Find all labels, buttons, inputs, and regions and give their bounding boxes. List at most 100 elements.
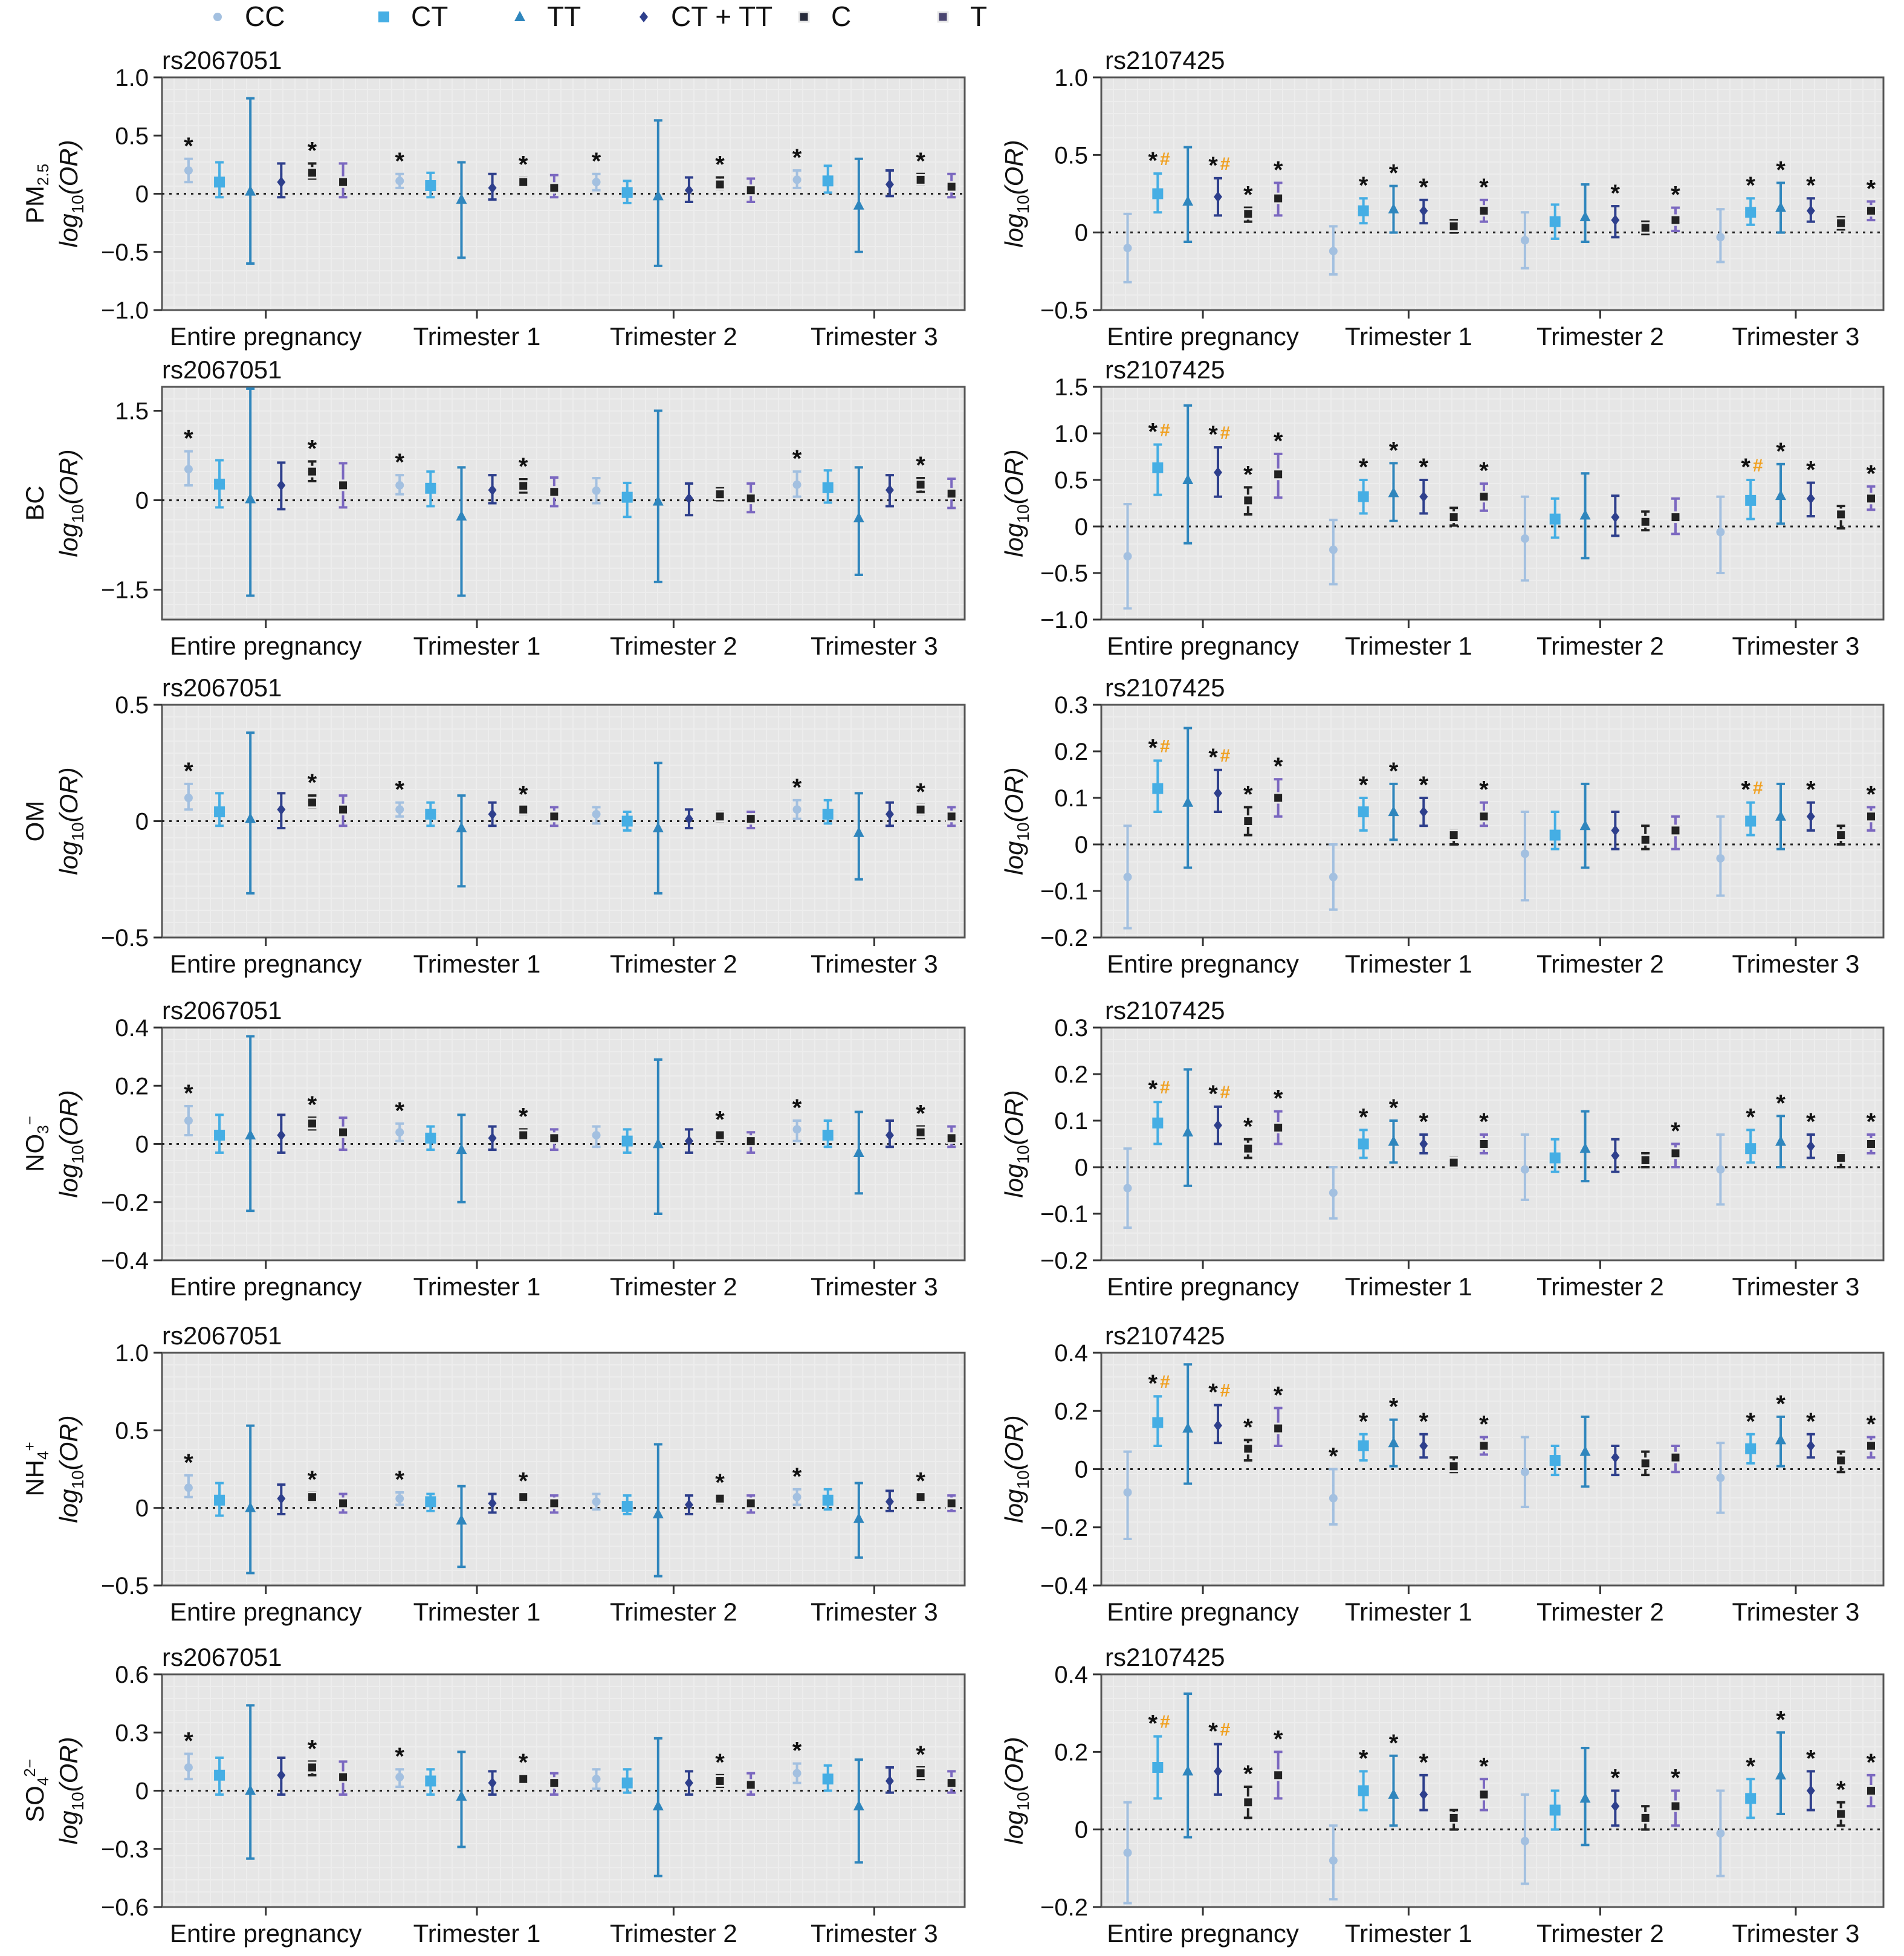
point-c <box>1448 220 1460 232</box>
y-tick-label: 0.3 <box>1054 1015 1088 1041</box>
point-tt <box>853 512 864 523</box>
panel-title: rs2067051 <box>162 1321 282 1350</box>
point-c <box>915 1126 927 1138</box>
point-cc <box>1123 1848 1132 1857</box>
point-cttt <box>1213 1766 1222 1777</box>
x-category-label: Trimester 2 <box>610 1272 737 1301</box>
point-c <box>915 479 927 491</box>
point-cttt <box>488 808 497 820</box>
row-label-sup: 2− <box>21 1759 39 1777</box>
point-t <box>1478 1440 1490 1452</box>
row-label-sub: 2.5 <box>34 164 52 186</box>
significance-star: * <box>1208 1081 1218 1107</box>
significance-star: * <box>1359 1408 1368 1435</box>
significance-star: * <box>1359 772 1368 798</box>
significance-star: * <box>1208 1718 1218 1745</box>
y-tick-label: 0.4 <box>1054 1662 1088 1688</box>
point-t <box>745 1497 757 1509</box>
significance-star: * <box>184 1080 193 1107</box>
x-category-label: Trimester 1 <box>413 1272 541 1301</box>
point-ct <box>621 815 633 827</box>
x-category-label: Trimester 3 <box>1732 1272 1860 1301</box>
x-category-label: Trimester 3 <box>811 950 938 978</box>
point-c <box>306 1118 318 1130</box>
point-cttt <box>885 179 894 190</box>
y-axis-label-or: (OR) <box>54 767 83 822</box>
significance-star: * <box>715 152 725 178</box>
point-ct <box>214 478 225 490</box>
y-axis-label-or: (OR) <box>1000 1090 1028 1145</box>
point-cc <box>792 1125 801 1134</box>
significance-star: * <box>1243 1113 1253 1140</box>
point-tt <box>652 1800 664 1811</box>
significance-star: * <box>1746 172 1755 199</box>
y-axis-label-or: (OR) <box>1000 1415 1028 1470</box>
significance-star: * <box>1479 174 1489 201</box>
point-c <box>714 1129 726 1141</box>
y-axis-label: log10(OR) <box>54 1737 87 1844</box>
significance-star: * <box>395 449 404 476</box>
significance-star: * <box>184 1728 193 1755</box>
point-ct <box>214 806 225 818</box>
point-t <box>1272 792 1284 804</box>
point-ct <box>425 1496 436 1507</box>
point-cttt <box>1213 1420 1222 1431</box>
x-category-label: Trimester 2 <box>610 632 737 660</box>
y-axis-label: log10(OR) <box>1000 767 1032 875</box>
point-c <box>1242 494 1254 507</box>
significance-star: * <box>1274 1382 1283 1408</box>
point-cttt <box>277 1769 286 1781</box>
point-tt <box>245 493 256 504</box>
y-tick-label: 0.5 <box>115 123 149 149</box>
point-cttt <box>885 484 894 496</box>
point-t <box>945 181 957 193</box>
y-tick-label: 0 <box>135 1132 149 1158</box>
significance-hash: # <box>1220 154 1231 174</box>
significance-star: * <box>395 1098 404 1124</box>
y-tick-label: −0.5 <box>101 239 149 266</box>
significance-star: * <box>1746 1408 1755 1435</box>
y-axis-label: log10(OR) <box>1000 1737 1032 1844</box>
y-axis-label: log10(OR) <box>1000 140 1032 247</box>
row-label-base: SO <box>21 1786 49 1822</box>
y-tick-label: −0.2 <box>101 1190 149 1216</box>
significance-star: * <box>792 1463 802 1490</box>
point-tt <box>245 812 256 823</box>
significance-star: * <box>1806 172 1816 199</box>
point-c <box>306 1491 318 1503</box>
significance-star: * <box>1746 1753 1755 1780</box>
point-tt <box>1388 806 1399 817</box>
significance-star: * <box>715 1749 725 1776</box>
y-tick-label: 0.5 <box>115 1417 149 1444</box>
significance-star: * <box>1243 182 1253 209</box>
y-tick-label: 0.4 <box>115 1015 149 1041</box>
point-c <box>1639 1812 1651 1824</box>
x-category-label: Entire pregnancy <box>170 322 362 351</box>
x-category-label: Trimester 1 <box>413 322 541 351</box>
point-c <box>1835 1454 1847 1466</box>
significance-star: * <box>1776 1706 1786 1733</box>
point-tt <box>1775 1769 1787 1780</box>
point-ct <box>1745 815 1757 827</box>
y-tick-label: 1.0 <box>115 1340 149 1367</box>
point-t <box>548 486 560 498</box>
y-axis-label-log: log <box>1000 1164 1028 1198</box>
point-c <box>1639 516 1651 528</box>
y-axis-label-log: log <box>1000 1811 1028 1845</box>
point-ct <box>822 1130 834 1141</box>
point-c <box>1242 1796 1254 1809</box>
point-cc <box>1520 1836 1529 1845</box>
point-cc <box>184 1763 193 1772</box>
significance-star: * <box>1806 457 1816 484</box>
point-cttt <box>885 1496 894 1507</box>
point-c <box>714 488 726 500</box>
significance-star: * <box>1611 1765 1621 1792</box>
point-ct <box>214 176 225 188</box>
legend-marker-2 <box>514 11 525 21</box>
point-cttt <box>488 1777 497 1789</box>
x-category-label: Trimester 1 <box>1345 322 1472 351</box>
point-tt <box>1182 195 1194 206</box>
point-ct <box>1358 1138 1369 1150</box>
y-tick-label: 0.3 <box>115 1720 149 1746</box>
point-ct <box>425 1132 436 1144</box>
